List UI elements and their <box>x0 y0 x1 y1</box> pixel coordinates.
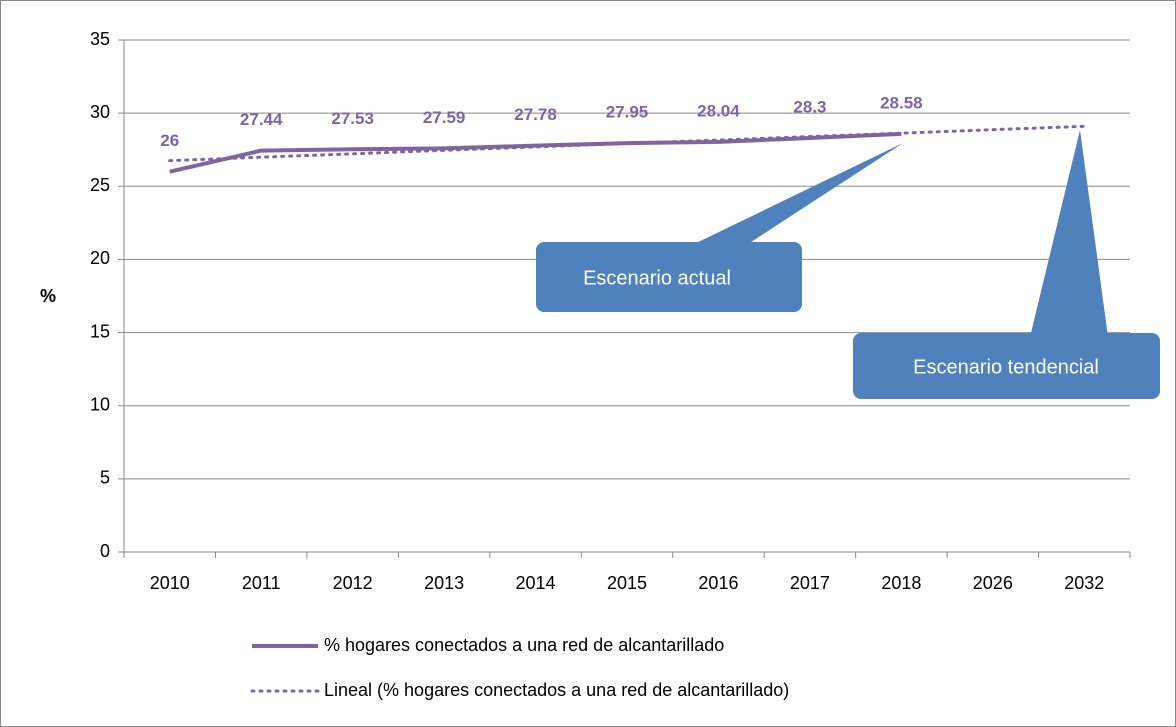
callout-box <box>853 333 1160 399</box>
callout-pointer <box>1030 130 1108 337</box>
x-tick-label: 2011 <box>242 573 281 593</box>
x-tick-label: 2015 <box>607 573 647 593</box>
plot-area: 0 5 10 15 20 25 30 35 2010 2011 2012 2013 2014 2015 20… <box>90 29 1131 593</box>
y-tick-label: 0 <box>100 541 110 561</box>
callout-box <box>536 242 802 312</box>
y-tick-label: 10 <box>90 394 110 414</box>
data-label: 28.58 <box>880 93 923 112</box>
data-label: 27.44 <box>240 110 283 129</box>
data-label: 28.3 <box>793 97 826 116</box>
x-tick-label: 2017 <box>790 573 830 593</box>
y-axis-label: % <box>40 286 56 306</box>
data-label: 27.59 <box>423 108 466 127</box>
data-label: 26 <box>160 131 179 150</box>
x-tick-label: 2016 <box>698 573 738 593</box>
y-tick-label: 5 <box>100 468 110 488</box>
x-tick-label: 2010 <box>150 573 190 593</box>
x-tick-label: 2026 <box>973 573 1013 593</box>
x-tick-label: 2014 <box>516 573 556 593</box>
legend-label: % hogares conectados a una red de alcant… <box>324 635 724 655</box>
y-tick-label: 30 <box>90 102 110 122</box>
callout-tendencial: Escenario tendencial <box>853 130 1160 399</box>
callout-actual: Escenario actual <box>536 143 903 312</box>
series-line <box>168 124 1086 163</box>
callout-text: Escenario tendencial <box>913 356 1099 378</box>
x-tick-label: 2013 <box>424 573 464 593</box>
x-tick-label: 2012 <box>333 573 373 593</box>
x-tick-label: 2032 <box>1064 573 1104 593</box>
series-line <box>169 131 902 174</box>
data-label: 27.53 <box>331 109 374 128</box>
x-tick-label: 2018 <box>881 573 921 593</box>
y-tick-label: 20 <box>90 248 110 268</box>
data-label: 27.95 <box>606 103 649 122</box>
data-label: 27.78 <box>514 105 557 124</box>
y-tick-label: 25 <box>90 175 110 195</box>
y-tick-label: 35 <box>90 29 110 49</box>
legend-label: Lineal (% hogares conectados a una red d… <box>324 680 789 700</box>
y-tick-label: 15 <box>90 321 110 341</box>
data-label: 28.04 <box>697 101 740 120</box>
callout-text: Escenario actual <box>583 267 731 289</box>
callout-pointer <box>690 143 903 246</box>
